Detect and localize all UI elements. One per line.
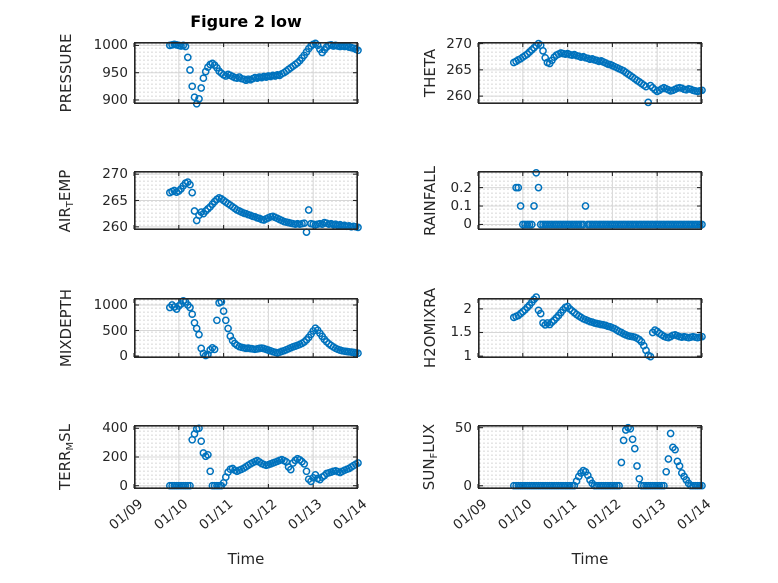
y-axis-label-theta: THETA — [421, 49, 439, 97]
y-tick-label: 1.5 — [450, 324, 472, 341]
y-tick-label: 900 — [102, 91, 128, 108]
y-axis-label-sunflux: SUNFLUX — [420, 424, 440, 490]
pressure-plot-area — [133, 39, 362, 108]
x-tick-label: 01/11 — [539, 496, 580, 534]
x-axis-label-left: Time — [227, 550, 265, 568]
ylabel-text: PRESSURE — [57, 33, 75, 113]
y-tick-label: 500 — [102, 322, 128, 339]
y-tick-label: 0.1 — [450, 198, 472, 215]
x-tick-label: 01/10 — [494, 496, 536, 534]
x-tick-label: 01/12 — [240, 496, 281, 534]
x-tick-label: 01/13 — [629, 496, 670, 534]
y-tick-label: 265 — [102, 192, 128, 209]
y-tick-label: 1000 — [93, 296, 128, 313]
airtemp-data-points — [165, 178, 362, 236]
y-tick-label: 0 — [119, 477, 128, 494]
y-tick-label: 270 — [446, 35, 472, 52]
mixdepth-plot-area — [133, 297, 362, 360]
y-axis-label-h2omixra: H2OMIXRA — [421, 288, 439, 368]
y-tick-label: 200 — [102, 449, 128, 465]
y-tick-label: 0 — [463, 216, 472, 233]
y-tick-label: 2 — [463, 300, 472, 317]
y-tick-label: 0 — [463, 477, 472, 494]
terrmsl-plot-area — [133, 424, 362, 490]
x-tick-label: 01/09 — [106, 496, 147, 534]
x-tick-label: 01/11 — [195, 496, 236, 534]
airtemp-plot-area — [133, 171, 362, 236]
major-grid — [478, 298, 702, 358]
y-tick-label: 50 — [454, 419, 472, 436]
ylabel-text: LUX — [420, 423, 438, 453]
y-tick-label: 260 — [446, 88, 472, 105]
sunflux-plot-area — [477, 423, 706, 490]
y-tick-label: 0 — [119, 348, 128, 364]
h2omixra-data-points — [509, 293, 706, 361]
ylabel-text: MIXDEPTH — [57, 288, 75, 368]
x-tick-label: 01/10 — [150, 496, 192, 534]
x-tick-label: 01/13 — [285, 496, 326, 534]
ylabel-text: AIR — [56, 206, 74, 232]
ylabel-subscript: M — [65, 441, 76, 451]
ylabel-subscript: F — [429, 452, 440, 459]
ylabel-text: THETA — [421, 48, 439, 98]
ylabel-text: H2OMIXRA — [421, 287, 439, 369]
ylabel-text: SL — [56, 423, 74, 442]
ylabel-text: SUN — [420, 458, 438, 491]
y-axis-label-mixdepth: MIXDEPTH — [57, 289, 75, 367]
y-tick-label: 270 — [102, 166, 128, 183]
y-axis-label-rainfall: RAINFALL — [421, 166, 439, 236]
theta-plot-area — [477, 39, 706, 107]
y-axis-label-airtemp: AIRTEMP — [56, 169, 76, 232]
x-tick-label: 01/12 — [584, 496, 625, 534]
y-tick-label: 950 — [102, 64, 128, 81]
ylabel-text: TERR — [56, 450, 74, 491]
rainfall-plot-area — [477, 168, 706, 231]
y-tick-label: 260 — [102, 218, 128, 235]
y-tick-label: 400 — [102, 420, 128, 437]
ylabel-subscript: T — [65, 200, 76, 207]
y-axis-label-pressure: PRESSURE — [57, 34, 75, 113]
x-tick-label: 01/09 — [450, 496, 491, 534]
y-tick-label: 1000 — [93, 37, 128, 54]
x-axis-label-right: Time — [571, 550, 609, 568]
mixdepth-data-points — [165, 297, 362, 360]
x-tick-label: 01/14 — [674, 496, 715, 534]
y-axis-label-terrmsl: TERRMSL — [56, 424, 76, 490]
figure-title: Figure 2 low — [190, 12, 302, 31]
rainfall-data-points — [512, 168, 706, 229]
y-tick-label: 0.2 — [450, 179, 472, 196]
ylabel-text: RAINFALL — [421, 165, 439, 236]
y-tick-label: 265 — [446, 61, 472, 78]
ylabel-text: EMP — [56, 169, 74, 201]
major-grid — [478, 42, 702, 104]
y-tick-label: 1 — [463, 348, 472, 365]
h2omixra-plot-area — [477, 293, 706, 361]
x-tick-label: 01/14 — [330, 496, 371, 534]
